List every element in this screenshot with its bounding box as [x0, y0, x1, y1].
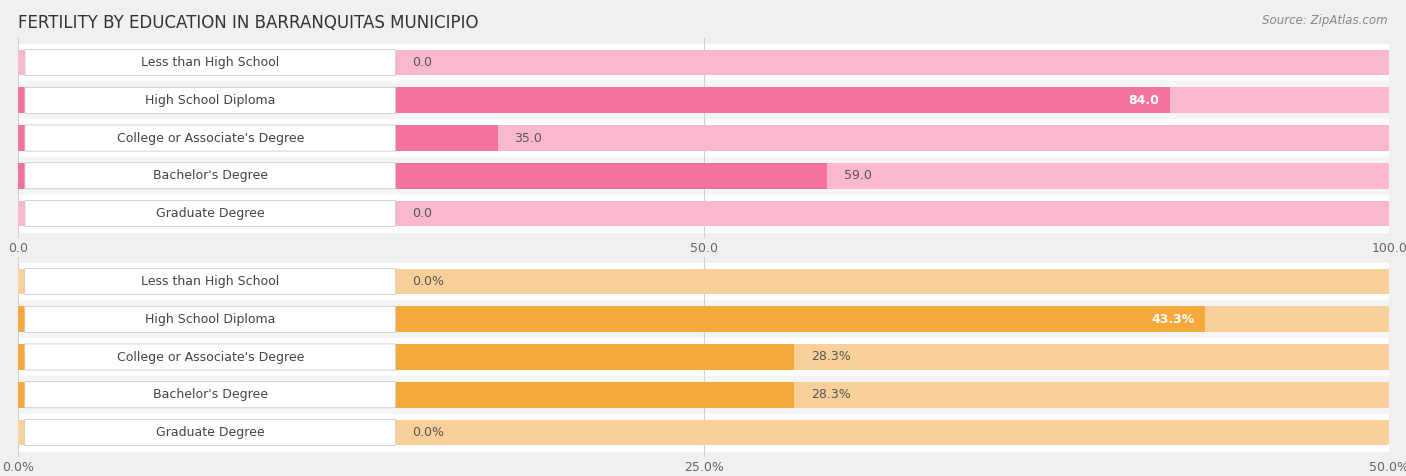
Bar — [18, 338, 1389, 376]
Bar — [18, 382, 1389, 407]
Text: 59.0: 59.0 — [844, 169, 872, 182]
FancyBboxPatch shape — [25, 87, 395, 113]
FancyBboxPatch shape — [25, 382, 395, 408]
Bar — [18, 125, 1389, 151]
Text: 28.3%: 28.3% — [811, 388, 851, 401]
Bar — [18, 44, 1389, 81]
Text: 84.0: 84.0 — [1128, 94, 1159, 107]
Bar — [18, 414, 1389, 451]
Bar — [18, 263, 1389, 300]
FancyBboxPatch shape — [25, 419, 395, 446]
FancyBboxPatch shape — [25, 125, 395, 151]
Bar — [18, 125, 498, 151]
Bar — [18, 344, 794, 370]
Text: Source: ZipAtlas.com: Source: ZipAtlas.com — [1263, 14, 1388, 27]
Text: Less than High School: Less than High School — [141, 56, 280, 69]
Text: 35.0: 35.0 — [515, 131, 543, 145]
FancyBboxPatch shape — [25, 344, 395, 370]
Bar — [18, 201, 1389, 226]
Bar — [18, 119, 1389, 157]
FancyBboxPatch shape — [25, 50, 395, 76]
Text: Graduate Degree: Graduate Degree — [156, 207, 264, 220]
Bar — [18, 269, 1389, 294]
Text: Bachelor's Degree: Bachelor's Degree — [153, 169, 267, 182]
Bar — [18, 307, 1389, 332]
FancyBboxPatch shape — [25, 163, 395, 189]
Text: College or Associate's Degree: College or Associate's Degree — [117, 131, 304, 145]
Text: Bachelor's Degree: Bachelor's Degree — [153, 388, 267, 401]
Text: 0.0: 0.0 — [412, 207, 432, 220]
Text: 0.0: 0.0 — [412, 56, 432, 69]
Text: High School Diploma: High School Diploma — [145, 94, 276, 107]
Bar — [18, 163, 1389, 188]
Text: High School Diploma: High School Diploma — [145, 313, 276, 326]
FancyBboxPatch shape — [25, 306, 395, 332]
Text: 0.0%: 0.0% — [412, 426, 444, 439]
FancyBboxPatch shape — [25, 200, 395, 227]
Bar — [18, 88, 1170, 113]
Text: 28.3%: 28.3% — [811, 350, 851, 364]
Bar — [18, 195, 1389, 232]
Bar — [18, 420, 1389, 445]
Bar — [18, 307, 1205, 332]
Text: College or Associate's Degree: College or Associate's Degree — [117, 350, 304, 364]
Bar — [18, 157, 1389, 195]
Text: Less than High School: Less than High School — [141, 275, 280, 288]
Bar — [18, 300, 1389, 338]
Bar — [18, 382, 794, 407]
Text: 43.3%: 43.3% — [1152, 313, 1195, 326]
Text: Graduate Degree: Graduate Degree — [156, 426, 264, 439]
FancyBboxPatch shape — [25, 268, 395, 295]
Text: FERTILITY BY EDUCATION IN BARRANQUITAS MUNICIPIO: FERTILITY BY EDUCATION IN BARRANQUITAS M… — [18, 14, 479, 32]
Bar — [18, 81, 1389, 119]
Bar — [18, 344, 1389, 370]
Bar — [18, 50, 1389, 75]
Text: 0.0%: 0.0% — [412, 275, 444, 288]
Bar — [18, 163, 827, 188]
Bar — [18, 88, 1389, 113]
Bar — [18, 376, 1389, 414]
